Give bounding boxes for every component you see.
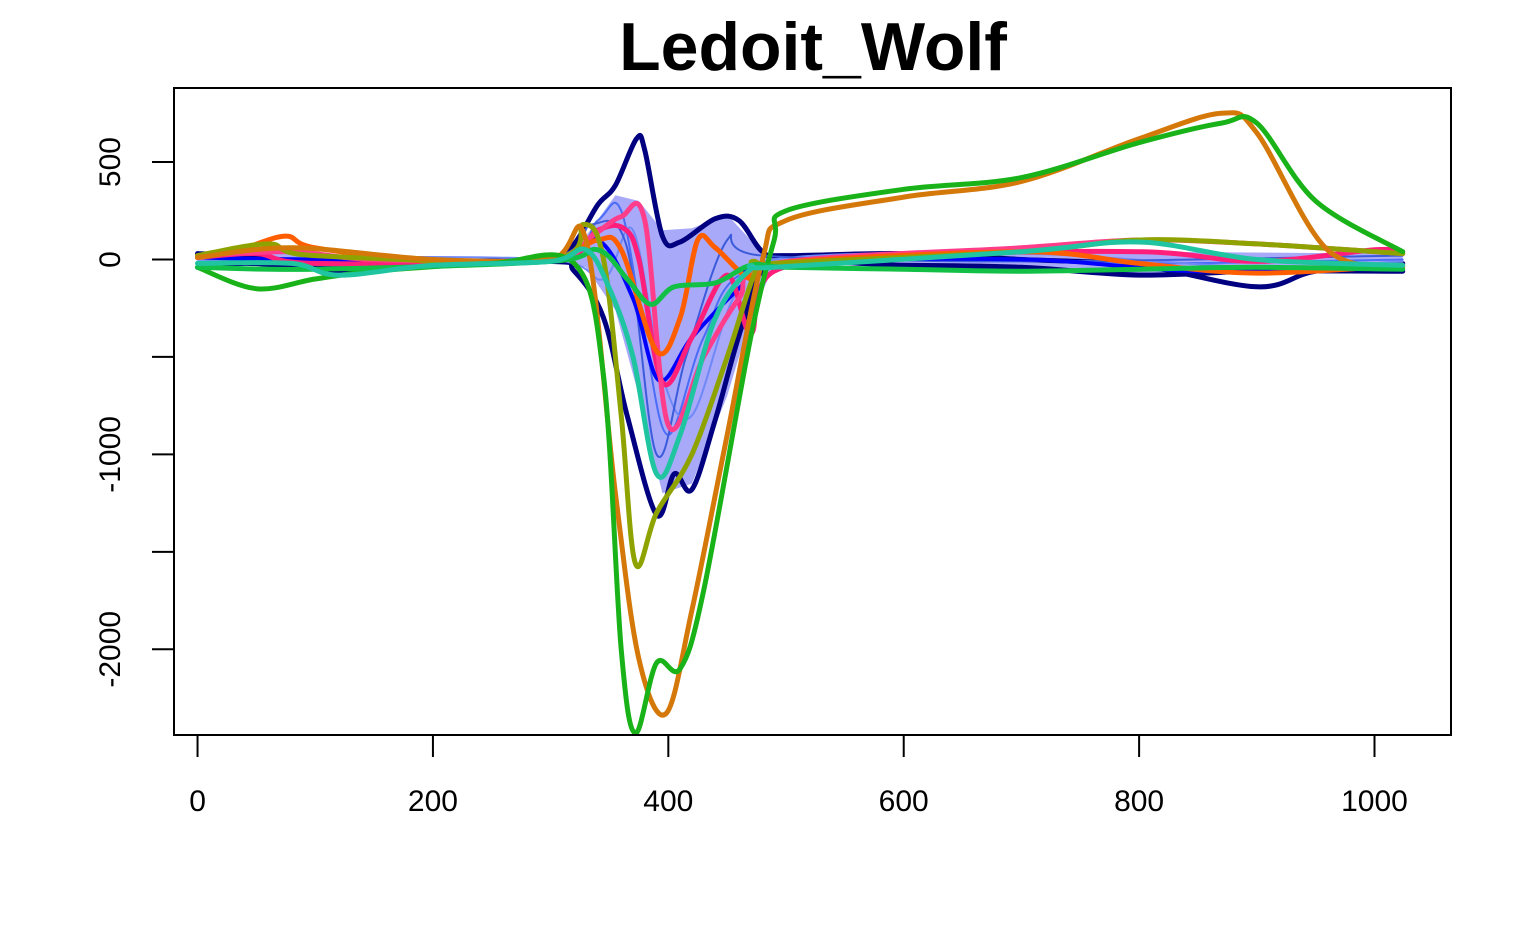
series-line-12 — [195, 114, 1406, 735]
series-line-8 — [195, 200, 1406, 432]
x-tick-label: 400 — [643, 785, 693, 818]
series-line-7 — [195, 222, 1406, 388]
x-tick-label: 0 — [189, 785, 206, 818]
series-line-2 — [195, 258, 1406, 519]
x-tick-label: 200 — [408, 785, 458, 818]
x-tick-label: 800 — [1114, 785, 1164, 818]
axes: 0 200 400 600 800 1000 500 0 -1000 -2000 — [94, 137, 1408, 818]
series-line-14 — [195, 239, 1406, 480]
y-tick-label: 0 — [94, 251, 127, 268]
series-line-11 — [195, 110, 1406, 718]
chart-title: Ledoit_Wolf — [619, 9, 1007, 85]
x-tick-label: 1000 — [1341, 785, 1408, 818]
series-line-10 — [195, 221, 1406, 570]
y-tick-label: -2000 — [94, 611, 127, 688]
series-line-3 — [196, 201, 1404, 436]
y-tick-label: 500 — [94, 137, 127, 187]
plot-frame — [173, 87, 1452, 736]
plot-area — [195, 110, 1406, 735]
y-tick-label: -1000 — [94, 416, 127, 493]
x-tick-label: 600 — [879, 785, 929, 818]
